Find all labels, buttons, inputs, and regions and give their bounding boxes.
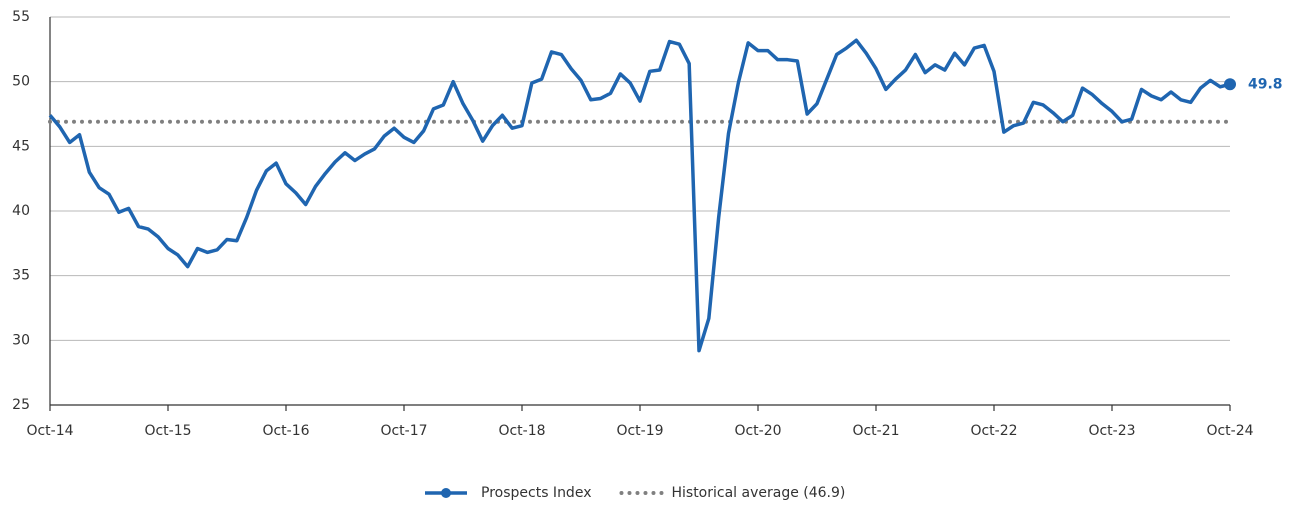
- y-tick-label: 25: [12, 397, 30, 413]
- legend-marker: [441, 488, 451, 498]
- x-tick-label: Oct-17: [380, 423, 427, 439]
- x-tick-label: Oct-18: [498, 423, 545, 439]
- x-tick-label: Oct-23: [1088, 423, 1135, 439]
- series-line: [48, 38, 1231, 353]
- y-tick-label: 45: [12, 138, 30, 154]
- y-tick-label: 50: [12, 74, 30, 90]
- y-tick-label: 40: [12, 203, 30, 219]
- x-tick-label: Oct-20: [734, 423, 781, 439]
- x-tick-label: Oct-22: [970, 423, 1017, 439]
- y-tick-label: 30: [12, 332, 30, 348]
- legend-label: Prospects Index: [481, 485, 591, 501]
- legend-label: Historical average (46.9): [671, 485, 845, 501]
- end-marker: [1224, 78, 1236, 91]
- value-label: 49.8: [1248, 76, 1283, 92]
- x-tick-label: Oct-16: [262, 423, 309, 439]
- x-tick-label: Oct-24: [1206, 423, 1253, 439]
- y-tick-label: 35: [12, 268, 30, 284]
- x-tick-label: Oct-15: [144, 423, 191, 439]
- x-tick-label: Oct-21: [852, 423, 899, 439]
- y-tick-label: 55: [12, 9, 30, 25]
- x-tick-label: Oct-14: [26, 423, 73, 439]
- x-tick-label: Oct-19: [616, 423, 663, 439]
